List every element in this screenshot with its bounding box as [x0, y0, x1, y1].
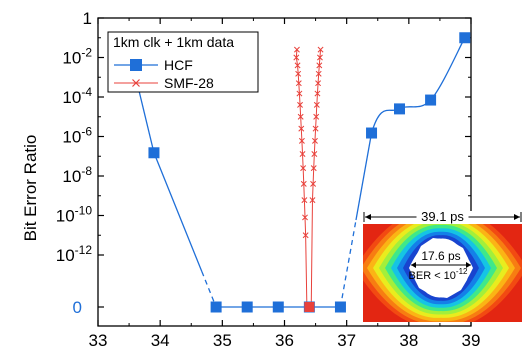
smf-marker	[298, 125, 305, 132]
smf-marker	[313, 113, 320, 120]
inset-ber-label: BER < 10-12	[409, 267, 469, 282]
smf-marker	[309, 197, 316, 204]
opening-arrow-head	[466, 262, 471, 268]
smf-marker	[294, 62, 301, 69]
smf-marker	[310, 165, 317, 172]
x-tick-label: 35	[213, 331, 232, 350]
y-tick-label: 10-6	[62, 125, 92, 147]
smf-marker	[317, 46, 324, 53]
y-axis-label: Bit Error Ratio	[21, 135, 40, 242]
smf-marker	[300, 165, 307, 172]
smf-marker	[312, 137, 318, 144]
smf-marker	[315, 70, 322, 77]
legend-hcf-marker	[130, 59, 142, 71]
hcf-line	[355, 132, 373, 221]
smf-marker	[300, 180, 307, 187]
hcf-marker	[366, 127, 378, 139]
smf-marker	[302, 232, 309, 239]
plot-frame	[97, 17, 472, 327]
smf-marker	[316, 62, 323, 69]
smf-marker	[316, 54, 323, 61]
tick-labels: 33 34 35 36 37 38 39 1 10-2 10-4 10-6 10-8 10-10 10-1…	[56, 9, 481, 350]
smf-zero-marker	[304, 302, 315, 312]
smf-marker	[293, 46, 300, 53]
smf-right-line	[310, 49, 322, 308]
smf-marker	[301, 197, 308, 204]
hcf-marker	[210, 301, 222, 313]
x-tick-label: 33	[89, 331, 108, 350]
legend-title: 1km clk + 1km data	[113, 34, 234, 50]
smf-marker	[293, 54, 300, 61]
hcf-line-dashed	[201, 271, 217, 308]
smf-marker	[296, 90, 303, 97]
hcf-marker	[241, 301, 253, 313]
y-tick-label: 10-8	[62, 164, 92, 186]
smf-marker	[295, 70, 302, 77]
width-arrow-head	[514, 214, 520, 220]
smf-marker	[312, 125, 319, 132]
hcf-marker	[425, 94, 437, 106]
smf-marker	[297, 101, 303, 108]
smf-marker	[298, 137, 305, 144]
smf-marker	[313, 101, 320, 108]
series-layer	[123, 32, 471, 313]
y-tick-label: 1	[83, 9, 92, 28]
x-tick-label: 34	[151, 331, 170, 350]
hcf-marker	[459, 32, 471, 44]
inset-opening-label: 17.6 ps	[421, 249, 460, 263]
y-tick-label: 10-10	[56, 204, 93, 226]
x-tick-label: 36	[275, 331, 294, 350]
hcf-marker	[272, 301, 284, 313]
legend-hcf-label: HCF	[164, 57, 193, 73]
hcf-line-dashed	[339, 219, 357, 308]
eye-diagram-inset: 39.1 ps 17.6 ps BER < 10-12	[363, 209, 522, 322]
x-tick-label: 37	[337, 331, 356, 350]
y-tick-label: 10-12	[56, 243, 93, 265]
width-label-bg	[416, 209, 469, 224]
smf-marker	[299, 151, 306, 157]
eye-opening	[411, 238, 471, 298]
y-zero-tick-label: 0	[73, 298, 82, 317]
hcf-line	[153, 152, 203, 272]
width-arrow-head	[365, 214, 371, 220]
smf-marker	[295, 80, 302, 87]
x-tick-label: 39	[462, 331, 481, 350]
smf-marker	[311, 151, 318, 157]
smf-marker	[315, 80, 322, 87]
smf-marker	[314, 90, 321, 97]
smf-marker	[297, 113, 304, 120]
eye-diagram-image	[363, 224, 522, 322]
x-tick-label: 38	[399, 331, 418, 350]
legend-smf-marker	[132, 79, 140, 87]
y-tick-label: 10-2	[62, 46, 92, 68]
smf-marker	[310, 180, 317, 187]
y-tick-label: 10-4	[62, 85, 92, 107]
hcf-line	[370, 37, 466, 134]
legend-smf-label: SMF-28	[164, 75, 214, 91]
hcf-marker	[394, 103, 406, 115]
inset-width-label: 39.1 ps	[421, 209, 464, 224]
opening-arrow-head	[411, 262, 416, 268]
hcf-marker	[334, 301, 346, 313]
legend: 1km clk + 1km data HCF SMF-28	[107, 31, 259, 93]
hcf-marker	[148, 147, 160, 159]
smf-left-line	[295, 49, 309, 308]
smf-marker	[302, 214, 308, 221]
